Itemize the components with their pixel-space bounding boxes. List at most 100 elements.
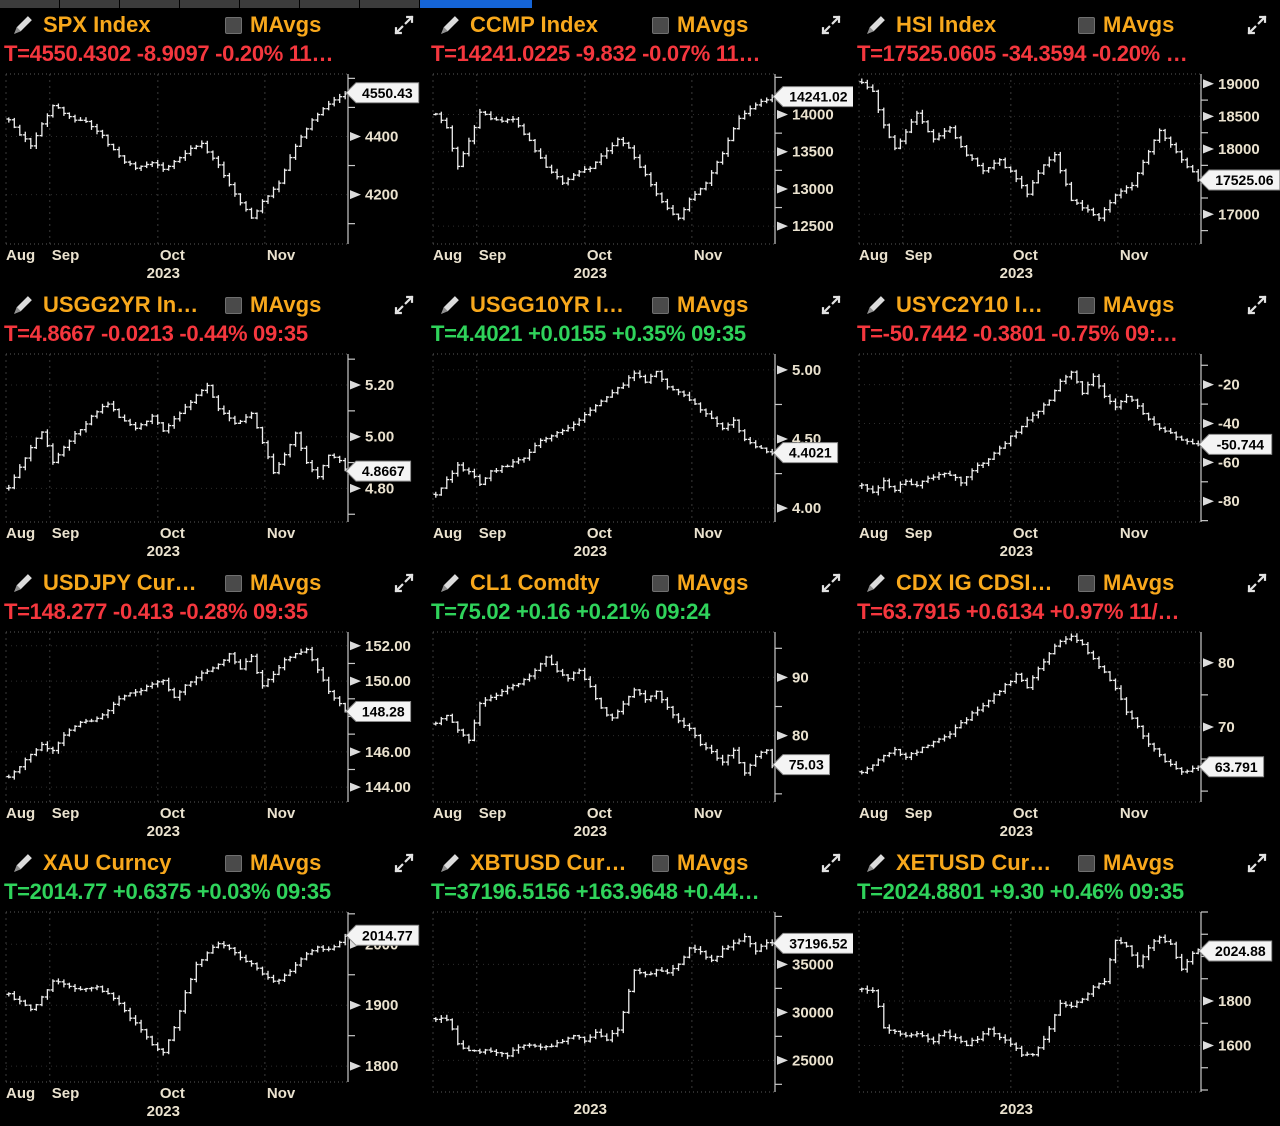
edit-pencil-icon[interactable] (863, 851, 888, 876)
svg-text:2023: 2023 (1000, 823, 1033, 840)
ticker-title: XAU Curncy (43, 852, 172, 874)
svg-text:2023: 2023 (147, 543, 180, 560)
edit-pencil-icon[interactable] (863, 571, 888, 596)
svg-text:Sep: Sep (52, 247, 80, 264)
svg-text:37196.52: 37196.52 (789, 935, 848, 951)
svg-text:-50.744: -50.744 (1217, 436, 1265, 452)
expand-icon[interactable] (820, 572, 842, 594)
svg-text:35000: 35000 (792, 956, 834, 973)
mavgs-checkbox[interactable] (225, 854, 242, 872)
expand-icon[interactable] (393, 852, 415, 874)
svg-text:4.4021: 4.4021 (789, 445, 832, 461)
edit-pencil-icon[interactable] (437, 13, 462, 38)
mavgs-checkbox[interactable] (225, 16, 242, 34)
ticker-quote-line: T=14241.0225 -9.832 -0.07% 11… (431, 41, 761, 66)
edit-pencil-icon[interactable] (437, 851, 462, 876)
price-chart: 80 90 75.03 Aug Sep Oct Nov 2023 (432, 631, 830, 840)
top-tab-bar (0, 0, 532, 9)
mavgs-checkbox[interactable] (652, 574, 669, 592)
mavgs-checkbox[interactable] (652, 16, 669, 34)
svg-text:Nov: Nov (267, 247, 296, 264)
svg-text:1900: 1900 (365, 997, 398, 1014)
svg-text:30000: 30000 (792, 1004, 834, 1021)
price-chart: 4200 4400 4550.43 Aug Sep Oct Nov 2023 (5, 73, 420, 282)
mavgs-label: MAvgs (1103, 570, 1175, 595)
chart-panel-usyc2y10-i: USYC2Y10 I… MAvgs T=-50.7442 -0.3801 -0.… (853, 288, 1280, 566)
svg-text:Aug: Aug (433, 525, 462, 542)
edit-pencil-icon[interactable] (437, 571, 462, 596)
svg-text:5.20: 5.20 (365, 377, 394, 394)
mavgs-checkbox[interactable] (1078, 296, 1095, 314)
expand-icon[interactable] (1246, 852, 1268, 874)
chart-panel-cdx-ig-cdsi: CDX IG CDSI… MAvgs T=63.7915 +0.6134 +0.… (853, 566, 1280, 846)
edit-pencil-icon[interactable] (863, 13, 888, 38)
svg-text:4.80: 4.80 (365, 480, 394, 497)
panel-header: USGG10YR I… MAvgs (427, 290, 854, 320)
mavgs-checkbox[interactable] (652, 854, 669, 872)
launchpad-tab[interactable] (180, 0, 239, 8)
launchpad-tab[interactable] (240, 0, 299, 8)
ticker-title: HSI Index (896, 14, 997, 36)
svg-text:Oct: Oct (160, 247, 185, 264)
ticker-title: USGG10YR I… (470, 294, 625, 316)
expand-icon[interactable] (1246, 572, 1268, 594)
expand-icon[interactable] (393, 14, 415, 36)
ticker-title: XBTUSD Cur… (470, 852, 627, 874)
mavgs-checkbox[interactable] (652, 296, 669, 314)
mavgs-label: MAvgs (1103, 292, 1175, 317)
ticker-title: CDX IG CDSI… (896, 572, 1053, 594)
mavgs-checkbox[interactable] (1078, 574, 1095, 592)
svg-text:80: 80 (1218, 655, 1235, 672)
panel-header: USYC2Y10 I… MAvgs (853, 290, 1280, 320)
launchpad-tab[interactable] (120, 0, 179, 8)
expand-icon[interactable] (393, 572, 415, 594)
expand-icon[interactable] (820, 294, 842, 316)
expand-icon[interactable] (1246, 14, 1268, 36)
edit-pencil-icon[interactable] (863, 293, 888, 318)
edit-pencil-icon[interactable] (10, 293, 35, 318)
expand-icon[interactable] (1246, 294, 1268, 316)
svg-text:146.00: 146.00 (365, 744, 411, 761)
svg-text:4.8667: 4.8667 (362, 463, 405, 479)
expand-icon[interactable] (393, 294, 415, 316)
svg-text:2014.77: 2014.77 (362, 927, 413, 943)
svg-text:Nov: Nov (694, 805, 723, 822)
svg-text:Aug: Aug (6, 805, 35, 822)
edit-pencil-icon[interactable] (10, 13, 35, 38)
svg-text:12500: 12500 (792, 218, 834, 235)
ticker-quote-line: T=4.4021 +0.0155 +0.35% 09:35 (431, 321, 746, 346)
svg-text:Aug: Aug (859, 247, 888, 264)
price-chart: 17000 18000 18500 19000 17525.06 Aug Sep Oct Nov… (858, 73, 1280, 282)
mavgs-checkbox[interactable] (225, 296, 242, 314)
mavgs-checkbox[interactable] (225, 574, 242, 592)
panel-header: CL1 Comdty MAvgs (427, 568, 854, 598)
launchpad-tab[interactable] (360, 0, 419, 8)
mavgs-checkbox[interactable] (1078, 854, 1095, 872)
mavgs-label: MAvgs (677, 12, 749, 37)
launchpad-tab[interactable] (300, 0, 359, 8)
expand-icon[interactable] (820, 14, 842, 36)
svg-text:Nov: Nov (1120, 525, 1149, 542)
ticker-title: SPX Index (43, 14, 151, 36)
edit-pencil-icon[interactable] (10, 571, 35, 596)
ticker-quote-line: T=17525.0605 -34.3594 -0.20% … (857, 41, 1188, 66)
svg-text:144.00: 144.00 (365, 779, 411, 796)
svg-text:-60: -60 (1218, 454, 1240, 471)
svg-text:4550.43: 4550.43 (362, 85, 413, 101)
ticker-title: USDJPY Cur… (43, 572, 197, 594)
svg-text:4400: 4400 (365, 128, 398, 145)
launchpad-tab[interactable] (60, 0, 119, 8)
edit-pencil-icon[interactable] (10, 851, 35, 876)
svg-text:-40: -40 (1218, 416, 1240, 433)
launchpad-tab[interactable] (0, 0, 59, 8)
edit-pencil-icon[interactable] (437, 293, 462, 318)
price-chart: 70 80 63.791 Aug Sep Oct Nov 2023 (858, 631, 1265, 840)
svg-text:Nov: Nov (694, 247, 723, 264)
svg-text:Aug: Aug (433, 805, 462, 822)
launchpad-tab-active[interactable] (420, 0, 532, 8)
expand-icon[interactable] (820, 852, 842, 874)
svg-text:Oct: Oct (1013, 525, 1038, 542)
svg-text:18000: 18000 (1218, 141, 1260, 158)
mavgs-checkbox[interactable] (1078, 16, 1095, 34)
